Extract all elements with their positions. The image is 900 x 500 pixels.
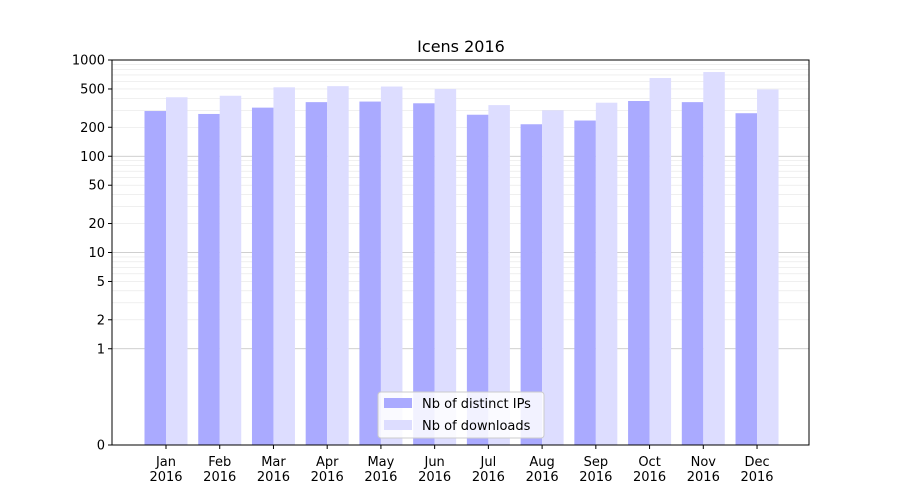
y-tick-label: 20	[88, 217, 105, 232]
bar-distinct-ips-5	[359, 101, 381, 445]
legend-swatch-distinct-ips	[384, 398, 412, 408]
bar-downloads-8	[542, 110, 564, 445]
bar-distinct-ips-6	[413, 103, 435, 445]
bar-downloads-3	[273, 87, 295, 445]
y-tick-label: 1	[97, 342, 105, 357]
bar-distinct-ips-9	[574, 120, 596, 445]
legend: Nb of distinct IPs Nb of downloads	[377, 391, 545, 439]
bar-downloads-2	[219, 95, 242, 446]
bar-downloads-6	[434, 88, 457, 445]
x-tick-label: Aug 2016	[526, 455, 559, 485]
x-tick-label: Jun 2016	[418, 455, 451, 485]
y-tick-label: 10	[88, 246, 105, 261]
bar-downloads-10	[649, 78, 672, 445]
chart-title: Icens 2016	[417, 37, 505, 56]
bar-distinct-ips-10	[628, 101, 650, 445]
x-tick-label: Oct 2016	[633, 455, 666, 485]
y-tick-label: 50	[88, 179, 105, 194]
legend-label-distinct-ips: Nb of distinct IPs	[422, 397, 531, 412]
legend-swatch-downloads	[384, 420, 412, 430]
bar-downloads-5	[380, 86, 403, 445]
bars	[144, 72, 779, 446]
bar-downloads-1	[166, 97, 188, 446]
bar-downloads-7	[488, 105, 510, 445]
x-tick-label: Jul 2016	[472, 455, 505, 485]
bar-downloads-12	[757, 89, 779, 445]
bar-distinct-ips-3	[251, 107, 274, 445]
legend-box	[377, 391, 545, 439]
x-tick-label: Dec 2016	[740, 455, 773, 485]
bar-distinct-ips-4	[305, 102, 328, 445]
bar-distinct-ips-8	[520, 124, 543, 445]
y-tick-label: 100	[80, 150, 105, 165]
legend-label-downloads: Nb of downloads	[422, 419, 531, 434]
bar-distinct-ips-7	[466, 114, 489, 445]
x-tick-label: Feb 2016	[203, 455, 236, 485]
bar-downloads-9	[595, 102, 618, 446]
y-tick-label: 500	[80, 82, 105, 97]
x-axis: Jan 2016 Feb 2016 Mar 2016 Apr 2016 May 2016 Jun 20…	[149, 445, 774, 485]
x-tick-label: Apr 2016	[311, 455, 344, 485]
x-tick-label: Nov 2016	[687, 455, 720, 485]
bar-downloads-11	[703, 72, 725, 445]
bar-downloads-4	[327, 86, 349, 446]
bar-distinct-ips-12	[735, 113, 758, 446]
bar-distinct-ips-11	[681, 102, 704, 445]
y-tick-label: 1000	[72, 54, 105, 69]
y-tick-label: 2	[97, 313, 105, 328]
bar-distinct-ips-1	[144, 111, 166, 445]
y-tick-label: 200	[80, 121, 105, 136]
bar-distinct-ips-2	[198, 113, 220, 446]
y-axis: 0 1 2 5 10 20 50 100 200 500 1000	[72, 54, 112, 454]
y-tick-label: 0	[97, 439, 105, 454]
y-tick-label: 5	[97, 275, 105, 290]
x-tick-label: May 2016	[364, 455, 397, 485]
x-tick-label: Jan 2016	[149, 455, 182, 485]
x-tick-label: Mar 2016	[257, 455, 290, 485]
x-tick-label: Sep 2016	[579, 455, 612, 485]
